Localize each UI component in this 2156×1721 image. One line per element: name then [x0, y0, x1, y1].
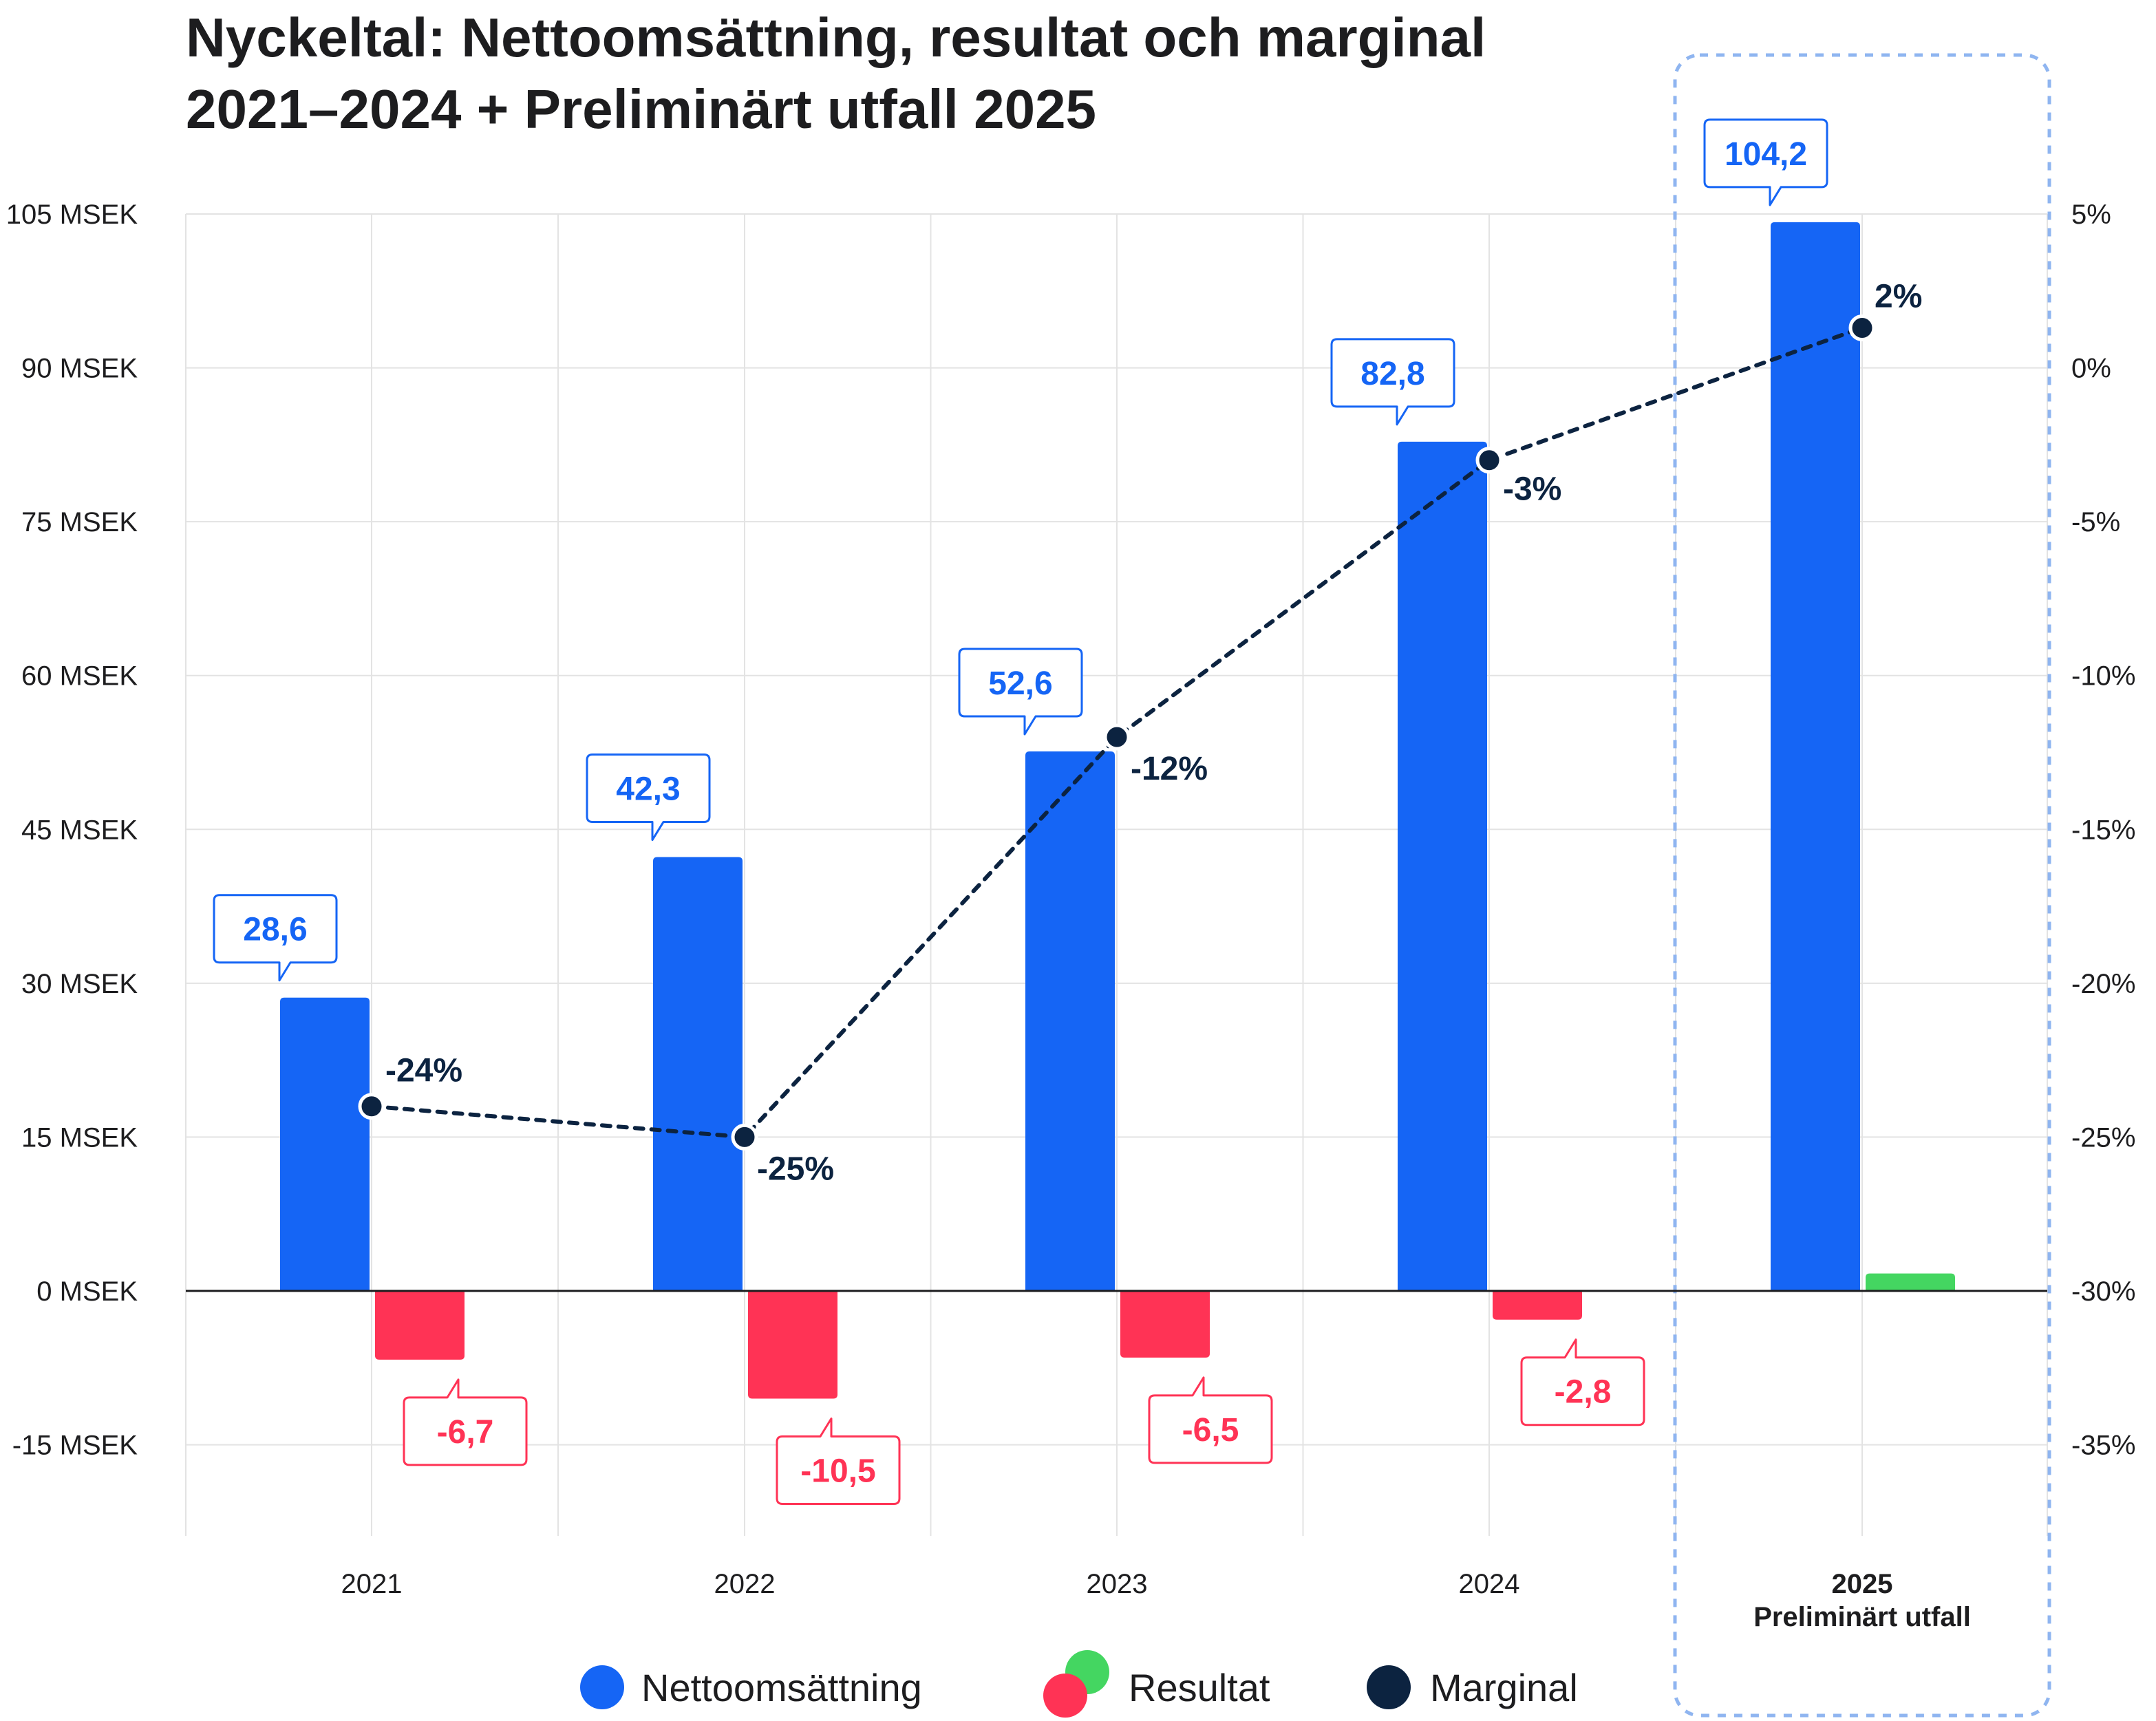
x-tick-sublabel: Preliminärt utfall: [1753, 1602, 1971, 1632]
chart-title-line-1: Nyckeltal: Nettoomsättning, resultat och…: [186, 7, 1486, 68]
callout-nettoomsattning-2022: [586, 753, 711, 842]
x-tick-label: 2025: [1832, 1569, 1893, 1599]
margin-point-2024: [1475, 447, 1503, 474]
margin-point-2022: [731, 1123, 758, 1151]
label-nettoomsattning-2024: 82,8: [1360, 356, 1424, 392]
y-right-tick-label: -30%: [2071, 1276, 2135, 1307]
bar-resultat-2024: [1493, 1291, 1582, 1320]
margin-line-path: [370, 325, 1864, 1140]
label-resultat-2022: -10,5: [800, 1453, 875, 1490]
label-marginal-2021: -24%: [385, 1053, 462, 1089]
y-left-tick-label: -15 MSEK: [12, 1431, 138, 1461]
label-marginal-2024: -3%: [1503, 471, 1561, 508]
y-left-tick-label: 60 MSEK: [21, 661, 138, 692]
data-labels: 28,6 42,3 52,6 82,8 104,2 -6,7 -10,5 -6,5 -2,8 -2…: [213, 118, 1922, 1505]
y-right-tick-label: -10%: [2071, 661, 2135, 692]
y-right-tick-label: -35%: [2071, 1431, 2135, 1461]
callout-nettoomsattning-2023: [958, 648, 1083, 736]
legend-marginal-label: Marginal: [1430, 1666, 1578, 1709]
gridlines: [185, 213, 2048, 1536]
x-tick-label: 2021: [341, 1569, 403, 1599]
bar-resultat-2022: [748, 1291, 837, 1399]
label-marginal-2023: -12%: [1131, 751, 1208, 787]
y-left-tick-label: 15 MSEK: [21, 1122, 138, 1153]
x-tick-label: 2023: [1087, 1569, 1148, 1599]
bar-resultat-2023: [1120, 1291, 1210, 1358]
callout-nettoomsattning-2021: [213, 894, 338, 982]
y-left-tick-label: 0 MSEK: [36, 1276, 138, 1307]
y-left-tick-label: 90 MSEK: [21, 354, 138, 384]
bar-nettoomsattning-2023: [1025, 751, 1115, 1291]
legend-nettoomsattning-label: Nettoomsättning: [641, 1666, 922, 1709]
label-resultat-2021: -6,7: [437, 1414, 494, 1451]
margin-line: [358, 314, 1876, 1151]
chart-title-line-2: 2021–2024 + Preliminärt utfall 2025: [186, 78, 1096, 140]
y-right-tick-label: 0%: [2071, 354, 2111, 384]
label-marginal-2025: 2%: [1875, 278, 1922, 314]
y-left-tick-label: 75 MSEK: [21, 507, 138, 537]
y-right-tick-label: -25%: [2071, 1122, 2135, 1153]
chart-title: Nyckeltal: Nettoomsättning, resultat och…: [186, 7, 1486, 140]
legend-resultat-label: Resultat: [1129, 1666, 1270, 1709]
bar-nettoomsattning-2022: [653, 857, 743, 1291]
callout-nettoomsattning-2025: [1703, 118, 1828, 206]
bar-nettoomsattning-2021: [280, 997, 370, 1291]
label-nettoomsattning-2025: 104,2: [1725, 136, 1807, 173]
y-left-tick-label: 105 MSEK: [6, 200, 138, 230]
y-left-tick-label: 30 MSEK: [21, 969, 138, 999]
legend-resultat-marker-negative: [1043, 1674, 1087, 1718]
label-nettoomsattning-2023: 52,6: [988, 665, 1052, 702]
margin-point-2025: [1848, 314, 1876, 341]
bar-resultat-2021: [375, 1291, 465, 1360]
callout-resultat-2023: [1148, 1376, 1273, 1464]
label-nettoomsattning-2021: 28,6: [243, 912, 307, 948]
callout-resultat-2024: [1520, 1338, 1645, 1426]
bars: [280, 222, 1955, 1399]
label-nettoomsattning-2022: 42,3: [616, 771, 680, 808]
y-right-tick-label: -20%: [2071, 969, 2135, 999]
legend: Nettoomsättning Resultat Marginal: [580, 1650, 1578, 1718]
label-resultat-2023: -6,5: [1182, 1412, 1239, 1449]
margin-point-2023: [1103, 723, 1131, 751]
callout-nettoomsattning-2024: [1330, 338, 1455, 426]
margin-point-2021: [358, 1093, 385, 1120]
bar-nettoomsattning-2025: [1771, 222, 1860, 1291]
bar-nettoomsattning-2024: [1398, 441, 1487, 1291]
label-marginal-2022: -25%: [757, 1151, 834, 1187]
y-right-tick-label: -5%: [2071, 507, 2120, 537]
axes: 105 MSEK 90 MSEK 75 MSEK 60 MSEK 45 MSEK 30 M…: [6, 200, 2136, 1632]
x-tick-label: 2024: [1459, 1569, 1520, 1599]
y-right-tick-label: 5%: [2071, 200, 2111, 230]
callout-resultat-2022: [776, 1418, 901, 1505]
bar-resultat-2025: [1866, 1273, 1955, 1291]
y-right-tick-label: -15%: [2071, 815, 2135, 845]
x-tick-label: 2022: [714, 1569, 776, 1599]
legend-marginal-marker: [1367, 1665, 1411, 1709]
y-left-tick-label: 45 MSEK: [21, 815, 138, 845]
label-resultat-2024: -2,8: [1555, 1374, 1612, 1411]
callout-resultat-2021: [403, 1378, 528, 1466]
legend-nettoomsattning-marker: [580, 1665, 624, 1709]
